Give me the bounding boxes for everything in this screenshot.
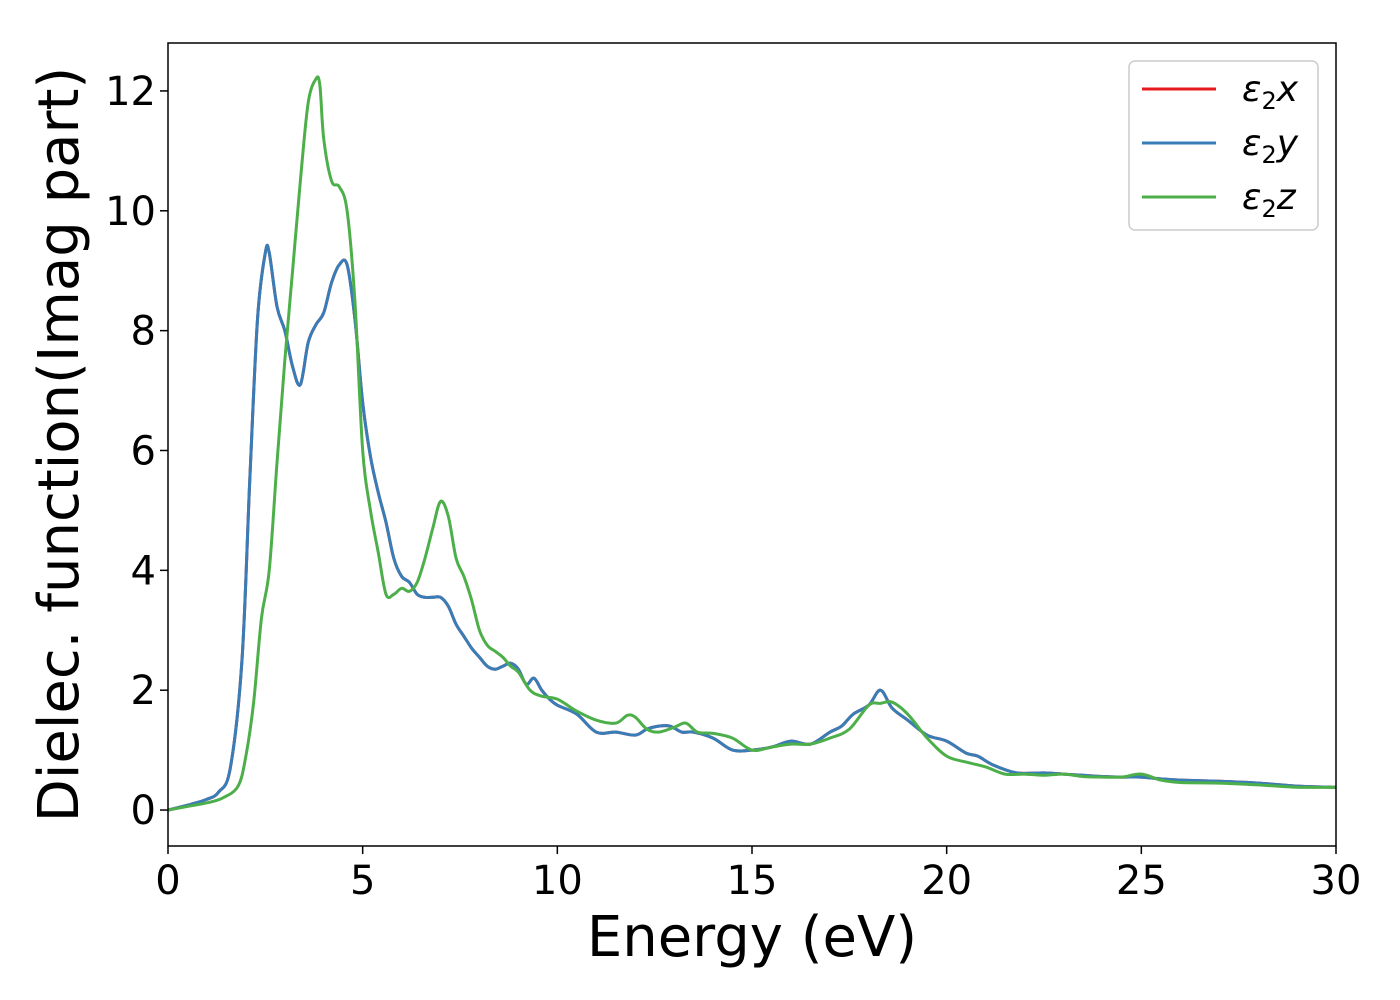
series-line-y (168, 243, 1336, 812)
legend-label-x: ε2x (1242, 69, 1299, 115)
x-tick-label: 10 (532, 858, 583, 904)
y-axis-ticks: 0 2 4 6 8 10 12 (105, 69, 168, 834)
y-tick-label: 8 (131, 309, 156, 355)
x-tick-label: 0 (155, 858, 180, 904)
x-axis-title: Energy (eV) (587, 905, 917, 970)
x-tick-label: 15 (727, 858, 778, 904)
y-tick-label: 12 (105, 69, 156, 115)
y-tick-label: 6 (131, 428, 156, 474)
legend-label-y: ε2y (1242, 123, 1299, 169)
legend: ε2x ε2y ε2z (1128, 60, 1319, 231)
x-tick-label: 30 (1311, 858, 1362, 904)
y-tick-label: 4 (131, 548, 156, 594)
series-line-z (168, 75, 1336, 812)
series-line-x (168, 243, 1336, 812)
x-tick-label: 5 (350, 858, 375, 904)
x-tick-label: 25 (1116, 858, 1167, 904)
x-axis-ticks: 0 5 10 15 20 25 30 (155, 846, 1361, 904)
legend-box (1128, 60, 1319, 231)
legend-label-z: ε2z (1242, 177, 1297, 223)
series-layer (168, 75, 1336, 812)
y-tick-label: 10 (105, 189, 156, 235)
y-axis-title: Dielec. function(Imag part) (27, 67, 92, 823)
y-tick-label: 2 (131, 668, 156, 714)
x-tick-label: 20 (921, 858, 972, 904)
y-tick-label: 0 (131, 788, 156, 834)
